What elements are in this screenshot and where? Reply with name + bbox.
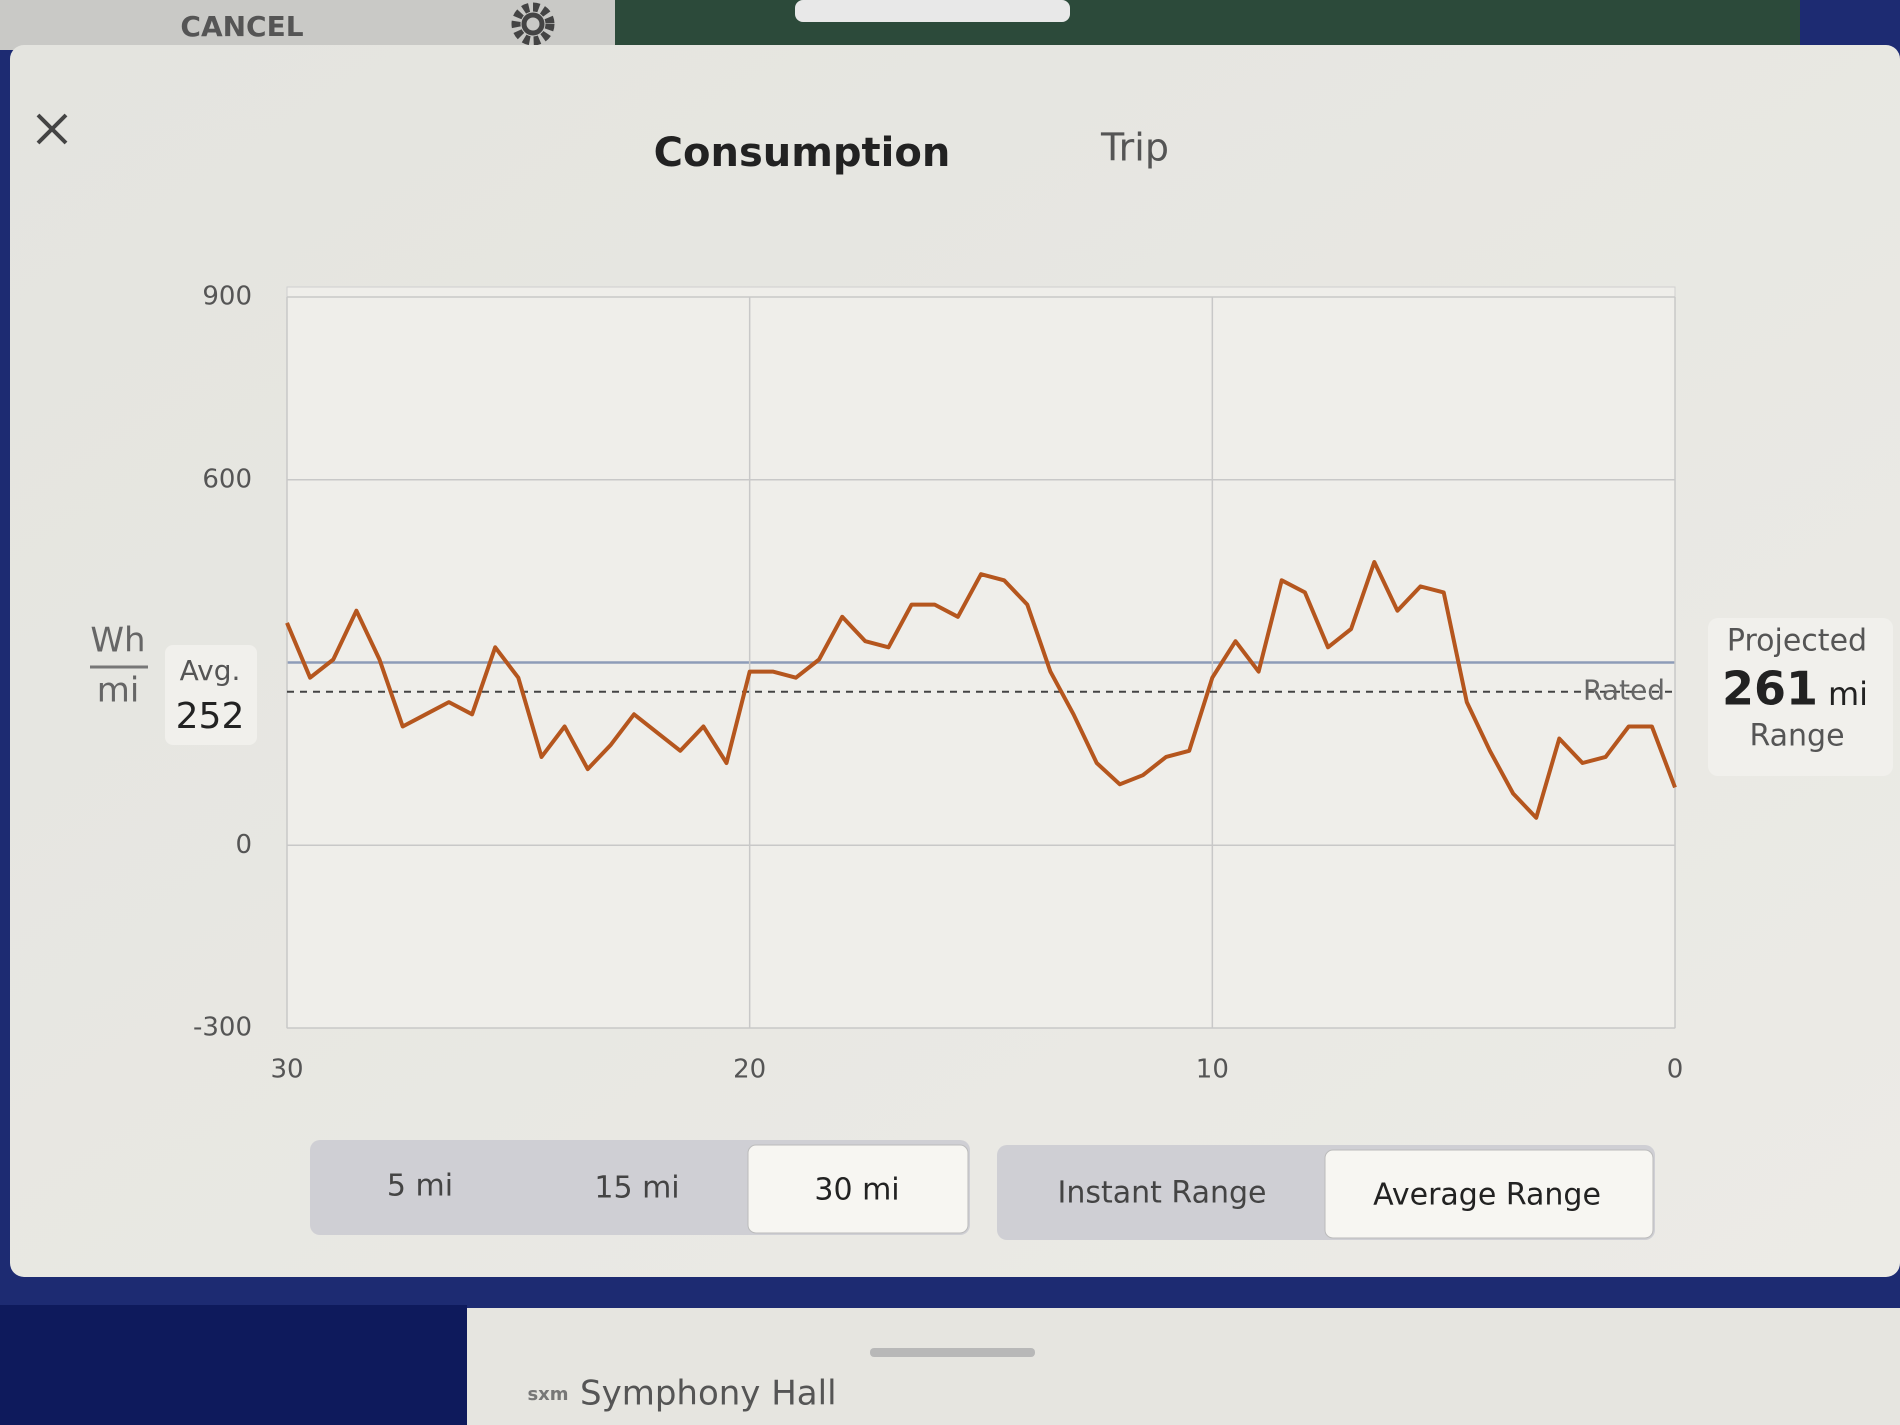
cancel-button[interactable]: CANCEL: [180, 10, 303, 43]
rated-label: Rated: [1583, 674, 1665, 707]
avg-label: Avg.: [180, 654, 241, 687]
projected-value: 261: [1722, 662, 1818, 716]
avg-box: [165, 645, 257, 745]
selected-range: [747, 1144, 969, 1234]
close-button[interactable]: [36, 113, 68, 145]
chart: -300 0 600 900 30 20 10 0 Rated: [193, 282, 1683, 1085]
range-5[interactable]: 5 mi: [387, 1169, 453, 1204]
range-label: Range: [1749, 719, 1844, 754]
range-30[interactable]: 30 mi: [814, 1173, 899, 1208]
y-tick-label: -300: [193, 1013, 252, 1043]
x-tick-label: 20: [733, 1055, 766, 1085]
projected-label: Projected: [1727, 624, 1867, 659]
media-card: [467, 1308, 1900, 1425]
left-card: [0, 1305, 467, 1425]
map-strip: [615, 0, 1800, 50]
mode-instant[interactable]: Instant Range: [1057, 1176, 1266, 1211]
consumption-line: [285, 560, 1677, 820]
mode-average[interactable]: Average Range: [1373, 1178, 1601, 1213]
range-15[interactable]: 15 mi: [594, 1171, 679, 1206]
settings-icon[interactable]: [511, 2, 555, 46]
projected-unit: mi: [1828, 675, 1868, 713]
y-tick-label: 600: [202, 464, 252, 494]
y-tick-label: 900: [202, 282, 252, 312]
drag-handle: [870, 1348, 1035, 1357]
search-chip: [795, 0, 1070, 22]
x-tick-label: 30: [270, 1055, 303, 1085]
projected-box: [1708, 618, 1893, 776]
plot-area: [286, 286, 1676, 1029]
tab-consumption[interactable]: Consumption: [654, 130, 951, 176]
selected-mode: [1324, 1149, 1654, 1239]
x-tick-label: 0: [1667, 1055, 1684, 1085]
y-tick-label: 0: [235, 830, 252, 860]
x-tick-label: 10: [1196, 1055, 1229, 1085]
unit-bottom: mi: [97, 671, 140, 711]
tab-trip[interactable]: Trip: [1100, 126, 1169, 170]
unit-top: Wh: [90, 621, 145, 661]
avg-value: 252: [176, 696, 245, 737]
sxm-icon: sxm: [527, 1384, 568, 1405]
media-title: Symphony Hall: [580, 1374, 837, 1414]
